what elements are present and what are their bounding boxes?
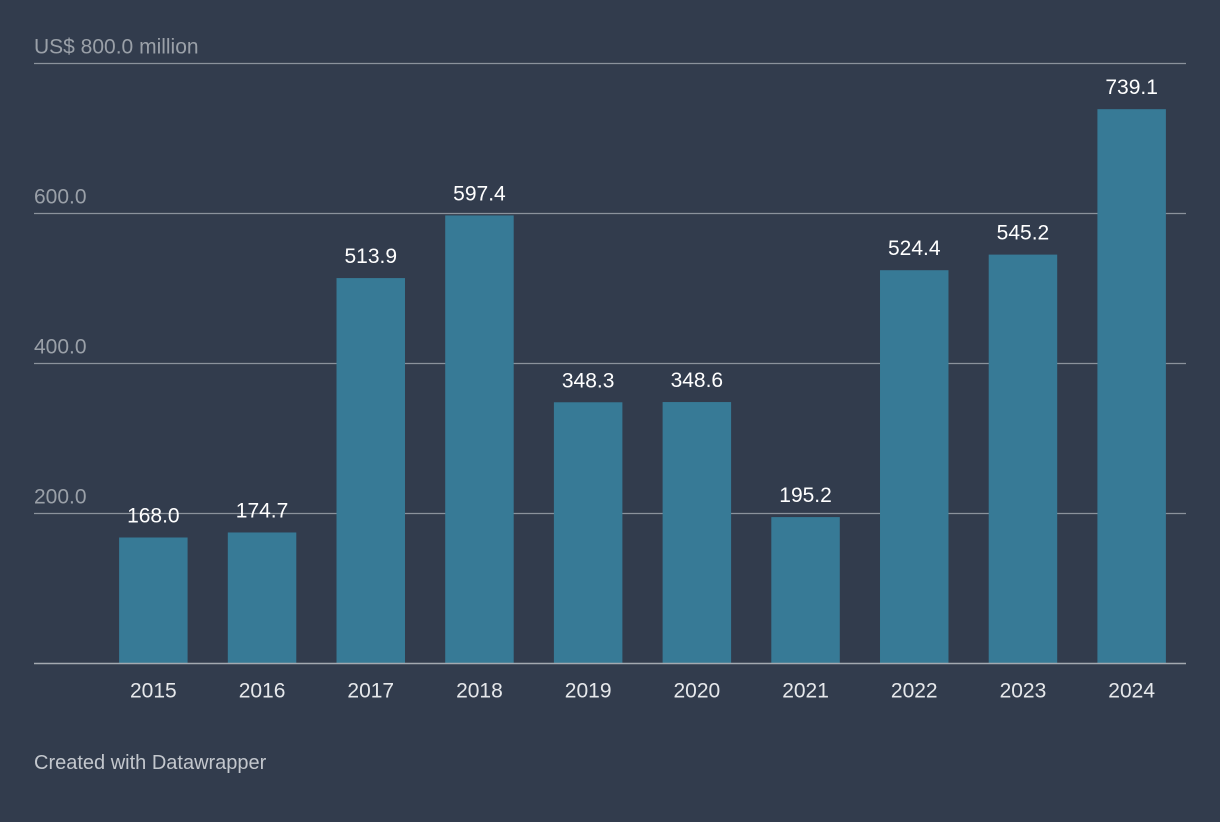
x-tick-label-2024: 2024: [1108, 680, 1155, 703]
value-label-2015: 168.0: [127, 505, 180, 528]
x-tick-label-2020: 2020: [673, 680, 720, 703]
value-label-2016: 174.7: [236, 499, 289, 522]
bar-2017: [336, 278, 405, 664]
value-label-2020: 348.6: [671, 369, 724, 392]
x-tick-label-2017: 2017: [347, 680, 394, 703]
y-tick-label: 200.0: [34, 486, 87, 509]
y-tick-label: 600.0: [34, 186, 87, 209]
bar-series: [119, 109, 1166, 664]
y-grid: 200.0 400.0 600.0 US$ 800.0 million: [34, 36, 1186, 515]
x-tick-label-2018: 2018: [456, 680, 503, 703]
bar-2023: [988, 254, 1058, 664]
value-label-2018: 597.4: [453, 182, 506, 205]
bar-2022: [880, 270, 949, 664]
value-label-2024: 739.1: [1105, 76, 1158, 99]
value-label-2023: 545.2: [997, 222, 1050, 245]
x-tick-label-2023: 2023: [1000, 680, 1047, 703]
value-labels: 168.0 174.7 513.9 597.4 348.3 348.6 195.2 524.4…: [127, 76, 1158, 527]
value-label-2017: 513.9: [344, 245, 397, 268]
value-label-2022: 524.4: [888, 237, 941, 260]
x-tick-label-2021: 2021: [782, 680, 829, 703]
x-tick-label-2016: 2016: [239, 680, 286, 703]
bar-2015: [119, 537, 188, 664]
x-axis-labels: 2015 2016 2017 2018 2019 2020 2021 2022 2023 2024: [130, 680, 1155, 703]
bar-2024: [1097, 109, 1166, 664]
bar-2019: [553, 402, 623, 664]
value-label-2021: 195.2: [779, 484, 832, 507]
footer-credit: Created with Datawrapper: [34, 752, 267, 774]
bar-2018: [445, 215, 514, 664]
bar-2021: [771, 517, 840, 664]
y-tick-label: 400.0: [34, 336, 87, 359]
x-tick-label-2022: 2022: [891, 680, 938, 703]
value-label-2019: 348.3: [562, 369, 615, 392]
x-tick-label-2015: 2015: [130, 680, 177, 703]
x-tick-label-2019: 2019: [565, 680, 612, 703]
bar-2016: [227, 532, 297, 664]
y-tick-label: US$ 800.0 million: [34, 36, 199, 59]
bar-2020: [662, 402, 732, 664]
